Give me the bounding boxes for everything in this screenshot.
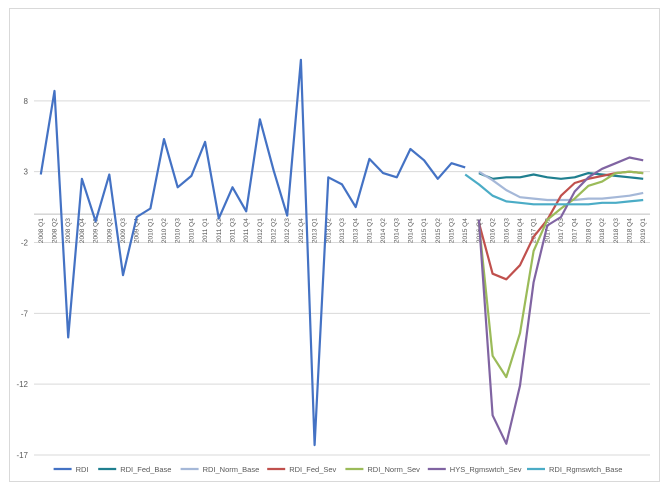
legend-label: RDI_Norm_Sev	[367, 465, 420, 474]
x-tick-label: 2017 Q2	[544, 218, 551, 243]
y-tick-label: -7	[21, 309, 29, 318]
chart-frame	[9, 8, 660, 482]
x-tick-label: 2013 Q4	[353, 218, 360, 243]
x-tick-label: 2018 Q3	[613, 218, 620, 243]
x-tick-label: 2009 Q2	[106, 218, 113, 243]
x-axis-ticks: 2008 Q1 2008 Q2 2008 Q3 2008 Q4 2009 Q1 2009 …	[38, 218, 647, 243]
series-line-rdi-rgmswtch-base	[464, 173, 644, 206]
gridlines	[34, 100, 650, 456]
x-tick-label: 2014 Q2	[380, 218, 387, 243]
legend-label: RDI_Rgmswtch_Base	[549, 465, 622, 474]
y-axis-ticks: 8 3 -2 -7 -12 -17	[16, 97, 28, 460]
x-tick-label: 2008 Q3	[65, 218, 72, 243]
x-tick-label: 2011 Q2	[216, 218, 223, 243]
legend-label: RDI_Norm_Base	[203, 465, 260, 474]
x-tick-label: 2008 Q1	[38, 218, 45, 243]
x-tick-label: 2010 Q3	[175, 218, 182, 243]
x-tick-label: 2016 Q3	[503, 218, 510, 243]
series-line-hys-rgmswtch-sev	[477, 156, 644, 445]
x-tick-label: 2010 Q4	[188, 218, 195, 243]
x-tick-label: 2015 Q3	[449, 218, 456, 243]
x-tick-label: 2012 Q4	[298, 218, 305, 243]
x-tick-label: 2013 Q2	[325, 218, 332, 243]
series-line-rdi-fed-base	[478, 172, 644, 180]
y-tick-label: -2	[21, 239, 29, 248]
x-tick-label: 2017 Q1	[531, 218, 538, 243]
x-tick-label: 2013 Q3	[339, 218, 346, 243]
series-lines	[39, 58, 644, 447]
series-line-rdi	[39, 58, 466, 447]
x-tick-label: 2010 Q2	[161, 218, 168, 243]
x-tick-label: 2017 Q4	[572, 218, 579, 243]
x-tick-label: 2008 Q2	[52, 218, 59, 243]
x-tick-label: 2009 Q3	[120, 218, 127, 243]
legend-label: RDI_Fed_Base	[120, 465, 171, 474]
x-tick-label: 2012 Q2	[271, 218, 278, 243]
legend: RDI RDI_Fed_Base RDI_Norm_Base RDI_Fed_Sev R…	[53, 465, 622, 474]
x-tick-label: 2018 Q2	[599, 218, 606, 243]
x-tick-label: 2009 Q1	[93, 218, 100, 243]
legend-label: RDI	[76, 465, 89, 474]
x-tick-label: 2012 Q3	[284, 218, 291, 243]
x-tick-label: 2018 Q1	[585, 218, 592, 243]
x-tick-label: 2016 Q2	[490, 218, 497, 243]
x-tick-label: 2011 Q3	[229, 218, 236, 243]
x-tick-label: 2015 Q1	[421, 218, 428, 243]
y-tick-label: 3	[24, 168, 29, 177]
x-tick-label: 2019 Q1	[640, 218, 647, 243]
x-tick-label: 2009 Q4	[134, 218, 141, 243]
x-tick-label: 2017 Q3	[558, 218, 565, 243]
x-tick-label: 2013 Q1	[312, 218, 319, 243]
x-tick-label: 2010 Q1	[147, 218, 154, 243]
legend-label: RDI_Fed_Sev	[289, 465, 336, 474]
x-tick-label: 2008 Q4	[79, 218, 86, 243]
y-tick-label: 8	[24, 97, 29, 106]
series-line-rdi-norm-sev	[477, 170, 644, 379]
x-tick-label: 2014 Q3	[394, 218, 401, 243]
x-tick-label: 2016 Q4	[517, 218, 524, 243]
x-tick-label: 2018 Q4	[626, 218, 633, 243]
x-tick-label: 2014 Q1	[366, 218, 373, 243]
x-tick-label: 2012 Q1	[257, 218, 264, 243]
y-tick-label: -12	[16, 380, 28, 389]
x-tick-label: 2011 Q4	[243, 218, 250, 243]
x-tick-label: 2015 Q2	[435, 218, 442, 243]
legend-label: HYS_Rgmswtch_Sev	[450, 465, 522, 474]
x-tick-label: 2011 Q1	[202, 218, 209, 243]
x-tick-label: 2014 Q4	[407, 218, 414, 243]
y-tick-label: -17	[16, 451, 28, 460]
x-tick-label: 2015 Q4	[462, 218, 469, 243]
series-line-rdi-norm-base	[478, 170, 644, 202]
